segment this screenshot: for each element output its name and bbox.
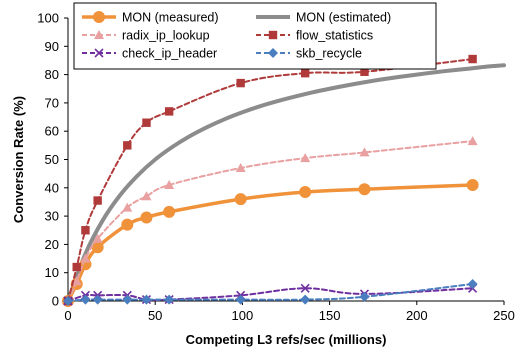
data-point — [81, 226, 90, 235]
series-line — [67, 140, 474, 302]
data-point — [300, 294, 311, 305]
x-tick-label: 0 — [64, 308, 71, 323]
data-point — [359, 291, 370, 302]
y-tick-label: 10 — [45, 265, 59, 280]
data-point — [92, 233, 103, 243]
data-point — [140, 211, 153, 224]
legend-marker — [94, 30, 104, 39]
data-point — [163, 205, 176, 218]
data-point — [235, 162, 246, 172]
data-point — [141, 191, 152, 201]
data-point — [300, 68, 310, 78]
y-tick-label: 90 — [45, 39, 59, 54]
data-point — [360, 67, 369, 76]
series-mon-estimated — [66, 63, 506, 303]
legend-label: MON (estimated) — [296, 11, 391, 25]
data-point — [122, 202, 133, 212]
data-point — [121, 218, 134, 231]
data-point — [300, 283, 310, 293]
y-tick-label: 80 — [45, 67, 59, 82]
data-point — [467, 136, 478, 146]
series-flow-statistics — [63, 54, 477, 306]
legend-item: check_ip_header — [82, 47, 217, 61]
series-skb-recycle — [63, 279, 478, 306]
data-point — [123, 141, 132, 150]
data-point — [466, 178, 479, 191]
legend-item: MON (estimated) — [256, 11, 391, 25]
data-point — [164, 107, 174, 116]
legend-label: MON (measured) — [122, 11, 219, 25]
data-point — [92, 294, 103, 305]
series-radix-ip-lookup — [63, 136, 478, 305]
data-point — [235, 294, 246, 305]
y-tick-label: 70 — [45, 95, 59, 110]
data-point — [63, 296, 73, 306]
series-line — [67, 283, 474, 302]
y-axis-title: Conversion Rate (%) — [11, 96, 26, 223]
marker-stroke — [300, 283, 310, 293]
legend-label: skb_recycle — [296, 47, 362, 61]
legend-item: flow_statistics — [256, 29, 373, 43]
data-point — [72, 262, 81, 272]
data-point — [141, 294, 152, 305]
axes: 0 10 20 30 40 50 60 70 80 90 100 0 50 100 150 200 250 — [37, 11, 515, 324]
data-point — [358, 183, 371, 196]
legend-marker — [93, 11, 105, 23]
marker-stroke — [94, 48, 104, 58]
y-tick-label: 30 — [45, 209, 59, 224]
data-point — [299, 186, 312, 199]
data-point — [300, 153, 311, 163]
data-point — [80, 294, 91, 305]
y-tick-label: 100 — [37, 11, 59, 26]
series-mon-measured — [62, 178, 479, 307]
data-point — [234, 193, 247, 206]
x-axis-title: Competing L3 refs/sec (millions) — [186, 332, 387, 347]
data-point — [164, 179, 175, 189]
legend-marker — [94, 48, 104, 58]
data-point — [93, 196, 102, 205]
data-point — [122, 294, 133, 305]
data-point — [142, 118, 151, 127]
y-tick-label: 20 — [45, 237, 59, 252]
data-point — [164, 294, 175, 305]
series-line — [66, 63, 506, 303]
legend-item: skb_recycle — [256, 47, 362, 61]
x-tick-label: 150 — [319, 308, 341, 323]
series-layer — [62, 54, 506, 307]
legend-label: flow_statistics — [296, 29, 373, 43]
series-line — [67, 58, 474, 302]
legend-label: check_ip_header — [122, 47, 217, 61]
legend: MON (measured) MON (estimated) radix_ip_lo… — [73, 2, 437, 70]
x-tick-label: 50 — [148, 308, 162, 323]
data-point — [236, 78, 245, 88]
data-point — [359, 147, 370, 157]
series-line — [66, 183, 475, 303]
data-point — [80, 253, 91, 263]
y-tick-label: 0 — [52, 294, 59, 309]
y-tick-label: 60 — [45, 124, 59, 139]
legend-marker — [268, 48, 278, 58]
data-point — [468, 54, 477, 64]
data-point — [467, 279, 478, 290]
x-tick-label: 200 — [406, 308, 428, 323]
y-tick-label: 50 — [45, 152, 59, 167]
data-point — [71, 276, 82, 286]
legend-item: radix_ip_lookup — [82, 29, 210, 43]
y-tick-label: 40 — [45, 180, 59, 195]
legend-marker — [268, 30, 278, 40]
legend-label: radix_ip_lookup — [122, 29, 210, 43]
legend-box — [73, 2, 437, 70]
x-tick-label: 100 — [232, 308, 254, 323]
legend-item: MON (measured) — [82, 11, 219, 25]
x-tick-label: 250 — [493, 308, 515, 323]
